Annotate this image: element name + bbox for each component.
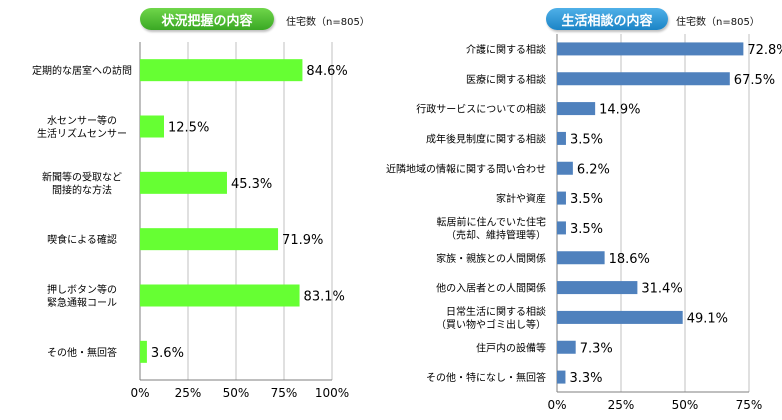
x-tick-label: 25% xyxy=(175,386,202,400)
category-label: （売却、維持管理等） xyxy=(446,228,546,241)
bar xyxy=(557,340,576,354)
category-label: 転居前に住んでいた住宅 xyxy=(437,215,547,228)
category-label: 近隣地域の情報に関する問い合わせ xyxy=(386,162,546,175)
category-label: 新聞等の受取など xyxy=(42,170,122,183)
value-label: 3.5% xyxy=(570,132,603,147)
bar xyxy=(140,59,303,82)
category-label: 住戸内の設備等 xyxy=(476,341,546,354)
category-label: 他の入居者との人間関係 xyxy=(436,282,546,295)
bar xyxy=(557,191,566,205)
left-chart-title: 状況把握の内容 xyxy=(140,8,274,30)
bar xyxy=(140,284,300,307)
bar xyxy=(557,310,683,324)
x-tick-label: 0% xyxy=(547,398,566,412)
value-label: 18.6% xyxy=(609,252,650,267)
category-label: 生活リズムセンサー xyxy=(37,127,127,140)
x-tick-label: 50% xyxy=(223,386,250,400)
right-chart-title: 生活相談の内容 xyxy=(546,8,668,30)
bar xyxy=(557,281,638,295)
x-tick-label: 75% xyxy=(271,386,298,400)
category-label: 緊急通報コール xyxy=(47,296,117,309)
bar xyxy=(557,161,573,175)
value-label: 7.3% xyxy=(580,341,613,356)
x-tick-label: 50% xyxy=(672,398,699,412)
value-label: 3.5% xyxy=(570,192,603,207)
category-label: 定期的な居室への訪問 xyxy=(32,64,132,77)
value-label: 49.1% xyxy=(687,311,728,326)
value-label: 84.6% xyxy=(306,64,347,79)
bar xyxy=(557,131,566,145)
bar xyxy=(557,370,566,384)
category-label: 押しボタン等の xyxy=(47,283,117,296)
bar xyxy=(557,72,730,86)
bar xyxy=(557,42,744,56)
category-label: その他・無回答 xyxy=(47,346,117,359)
x-tick-label: 75% xyxy=(736,398,763,412)
right-count-label: 住宅数（n=805） xyxy=(676,17,760,28)
category-label: 間接的な方法 xyxy=(52,183,112,196)
category-label: 家計や資産 xyxy=(496,192,546,205)
value-label: 71.9% xyxy=(282,233,323,248)
category-label: 喫食による確認 xyxy=(47,233,117,246)
value-label: 3.6% xyxy=(151,346,184,361)
value-label: 31.4% xyxy=(641,282,682,297)
value-label: 12.5% xyxy=(168,121,209,136)
bar xyxy=(557,102,596,116)
value-label: 83.1% xyxy=(304,290,345,305)
x-tick-label: 100% xyxy=(315,386,349,400)
bar xyxy=(140,115,164,138)
bar xyxy=(140,340,147,363)
category-label: 行政サービスについての相談 xyxy=(416,103,546,116)
x-tick-label: 25% xyxy=(608,398,635,412)
x-tick-label: 0% xyxy=(130,386,149,400)
bar xyxy=(557,221,566,235)
category-label: その他・特になし・無回答 xyxy=(426,371,546,384)
value-label: 3.5% xyxy=(570,222,603,237)
category-label: （買い物やゴミ出し等） xyxy=(436,318,546,331)
value-label: 72.8% xyxy=(747,43,782,58)
value-label: 3.3% xyxy=(569,371,602,386)
bar xyxy=(557,251,605,265)
value-label: 14.9% xyxy=(599,103,640,118)
category-label: 日常生活に関する相談 xyxy=(446,305,546,318)
left-count-label: 住宅数（n=805） xyxy=(286,17,370,28)
value-label: 67.5% xyxy=(734,73,775,88)
category-label: 成年後見制度に関する相談 xyxy=(426,132,546,145)
category-label: 家族・親族との人間関係 xyxy=(436,252,546,265)
value-label: 45.3% xyxy=(231,177,272,192)
category-label: 介護に関する相談 xyxy=(466,43,546,56)
bar xyxy=(140,228,279,251)
category-label: 水センサー等の xyxy=(47,114,117,127)
bar xyxy=(140,171,227,194)
value-label: 6.2% xyxy=(577,162,610,177)
category-label: 医療に関する相談 xyxy=(466,73,546,86)
